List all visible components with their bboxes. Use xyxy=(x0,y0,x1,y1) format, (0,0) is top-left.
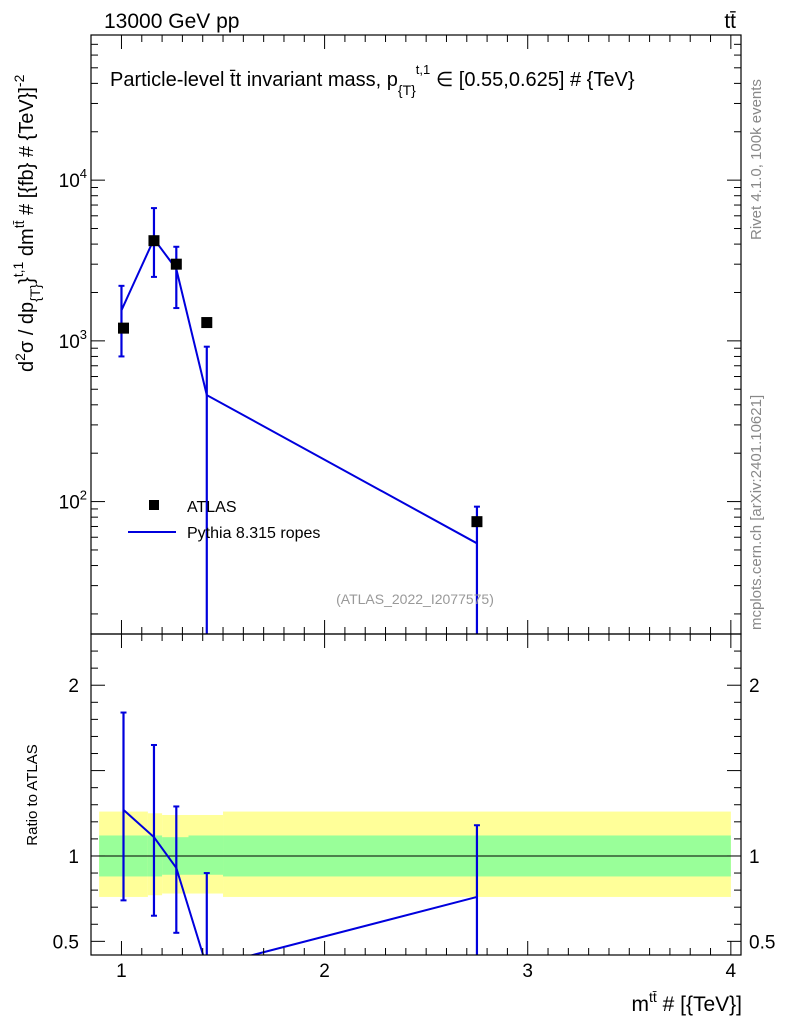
ratio-y-tick-label-left: 2 xyxy=(68,676,79,697)
ratio-panel: 0.5 0.5 1 1 2 2 1 2 3 4 Ratio to ATLAS mtt̄ # [{T… xyxy=(24,633,775,1016)
legend-pythia-label: Pythia 8.315 ropes xyxy=(187,525,320,542)
collision-energy-label: 13000 GeV pp xyxy=(104,10,239,33)
atlas-data-point xyxy=(118,322,129,334)
ratio-y-tick-label-right: 2 xyxy=(749,676,760,697)
x-axis-label: mtt̄ # [{TeV}] xyxy=(631,989,742,1016)
ratio-y-tick-label-right: 0.5 xyxy=(749,932,775,953)
mcplots-reference-label: mcplots.cern.ch [arXiv:2401.10621] xyxy=(748,395,765,630)
atlas-data-point xyxy=(170,258,182,270)
main-y-tick-label: 103 xyxy=(59,327,87,353)
x-tick-label: 3 xyxy=(522,961,533,982)
rivet-version-label: Rivet 4.1.0, 100k events xyxy=(748,79,765,240)
ratio-series-line xyxy=(122,809,478,955)
atlas-data-point xyxy=(471,516,483,528)
legend-atlas-label: ATLAS xyxy=(187,499,237,516)
main-panel: 102 103 104 Particle-level t̄t invariant m… xyxy=(10,34,742,635)
main-y-tick-label: 102 xyxy=(59,488,87,514)
ratio-y-tick-label-left: 1 xyxy=(68,847,79,868)
main-y-tick-label: 104 xyxy=(59,166,87,192)
analysis-watermark: (ATLAS_2022_I2077575) xyxy=(336,591,494,607)
ratio-y-tick-label-right: 1 xyxy=(749,847,760,868)
legend: ATLAS Pythia 8.315 ropes xyxy=(128,499,320,542)
ratio-y-tick-label-left: 0.5 xyxy=(53,932,79,953)
pythia-series-line xyxy=(120,237,478,545)
ratio-y-axis-label: Ratio to ATLAS xyxy=(24,744,41,845)
atlas-data-point xyxy=(201,317,213,329)
main-plot-title: Particle-level t̄t invariant mass, p{T}t… xyxy=(110,62,635,98)
process-label: tt̄ xyxy=(724,10,736,33)
legend-atlas-marker xyxy=(149,500,159,510)
ratio-plot-frame xyxy=(90,633,742,956)
uncertainty-band-green xyxy=(188,835,224,875)
main-y-axis-label: d2σ / dp{T}}t,1 dmtt̄ # [{fb} # {TeV}]-2 xyxy=(10,74,43,372)
x-tick-label: 2 xyxy=(319,961,330,982)
x-tick-label: 1 xyxy=(116,961,127,982)
main-plot-frame xyxy=(90,34,742,635)
x-tick-label: 4 xyxy=(726,961,737,982)
atlas-data-point xyxy=(148,235,160,247)
